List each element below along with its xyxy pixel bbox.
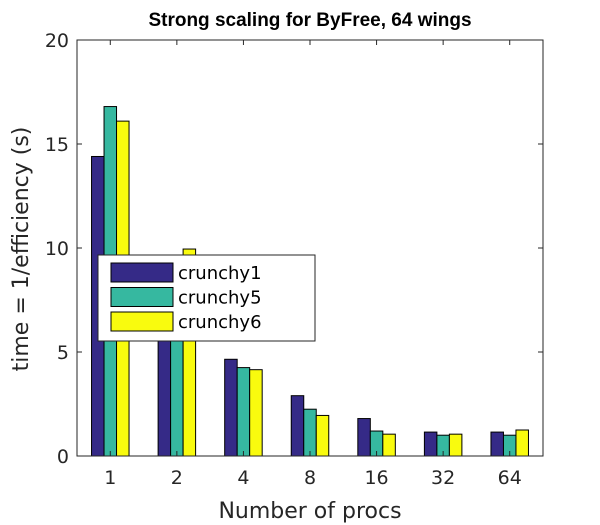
- bar-crunchy6-8: [315, 414, 330, 457]
- legend-swatch-crunchy5: [110, 287, 174, 307]
- bar-crunchy1-32: [423, 431, 438, 457]
- legend-swatch-crunchy1: [110, 262, 174, 283]
- bar-crunchy1-16: [357, 418, 371, 457]
- bar-crunchy1-8: [290, 395, 305, 457]
- x-tick-label: 8: [304, 467, 316, 489]
- y-tick-label: 0: [57, 446, 69, 468]
- bar-crunchy1-2: [157, 332, 172, 457]
- bar-crunchy6-64: [515, 429, 529, 457]
- bar-crunchy5-2: [170, 332, 184, 457]
- x-tick-label: 32: [431, 467, 455, 489]
- y-tick-label: 15: [45, 134, 69, 156]
- legend: crunchy1 crunchy5 crunchy6: [97, 254, 316, 342]
- x-axis-label: Number of procs: [218, 499, 401, 524]
- x-tick-label: 2: [171, 467, 183, 489]
- y-axis-label: time = 1/efficiency (s): [9, 127, 34, 372]
- y-tick-label: 20: [45, 30, 69, 52]
- bar-crunchy6-16: [382, 433, 396, 457]
- bar-crunchy5-8: [303, 408, 317, 457]
- bar-crunchy1-64: [490, 431, 504, 457]
- plot-frame: [76, 39, 544, 457]
- bar-crunchy1-4: [224, 358, 238, 457]
- x-tick-label: 4: [237, 467, 249, 489]
- bar-crunchy6-4: [249, 369, 263, 457]
- legend-label-crunchy5: crunchy5: [178, 288, 262, 309]
- chart-title: Strong scaling for ByFree, 64 wings: [148, 10, 471, 31]
- bar-crunchy6-32: [448, 433, 463, 457]
- x-tick-label: 1: [104, 467, 116, 489]
- x-tick-label: 64: [498, 467, 522, 489]
- legend-label-crunchy6: crunchy6: [178, 312, 262, 333]
- legend-swatch-crunchy6: [110, 311, 174, 332]
- bar-crunchy5-4: [236, 367, 251, 457]
- y-tick-label: 5: [57, 342, 69, 364]
- y-tick-label: 10: [45, 238, 69, 260]
- legend-label-crunchy1: crunchy1: [178, 263, 262, 284]
- x-tick-label: 16: [364, 467, 388, 489]
